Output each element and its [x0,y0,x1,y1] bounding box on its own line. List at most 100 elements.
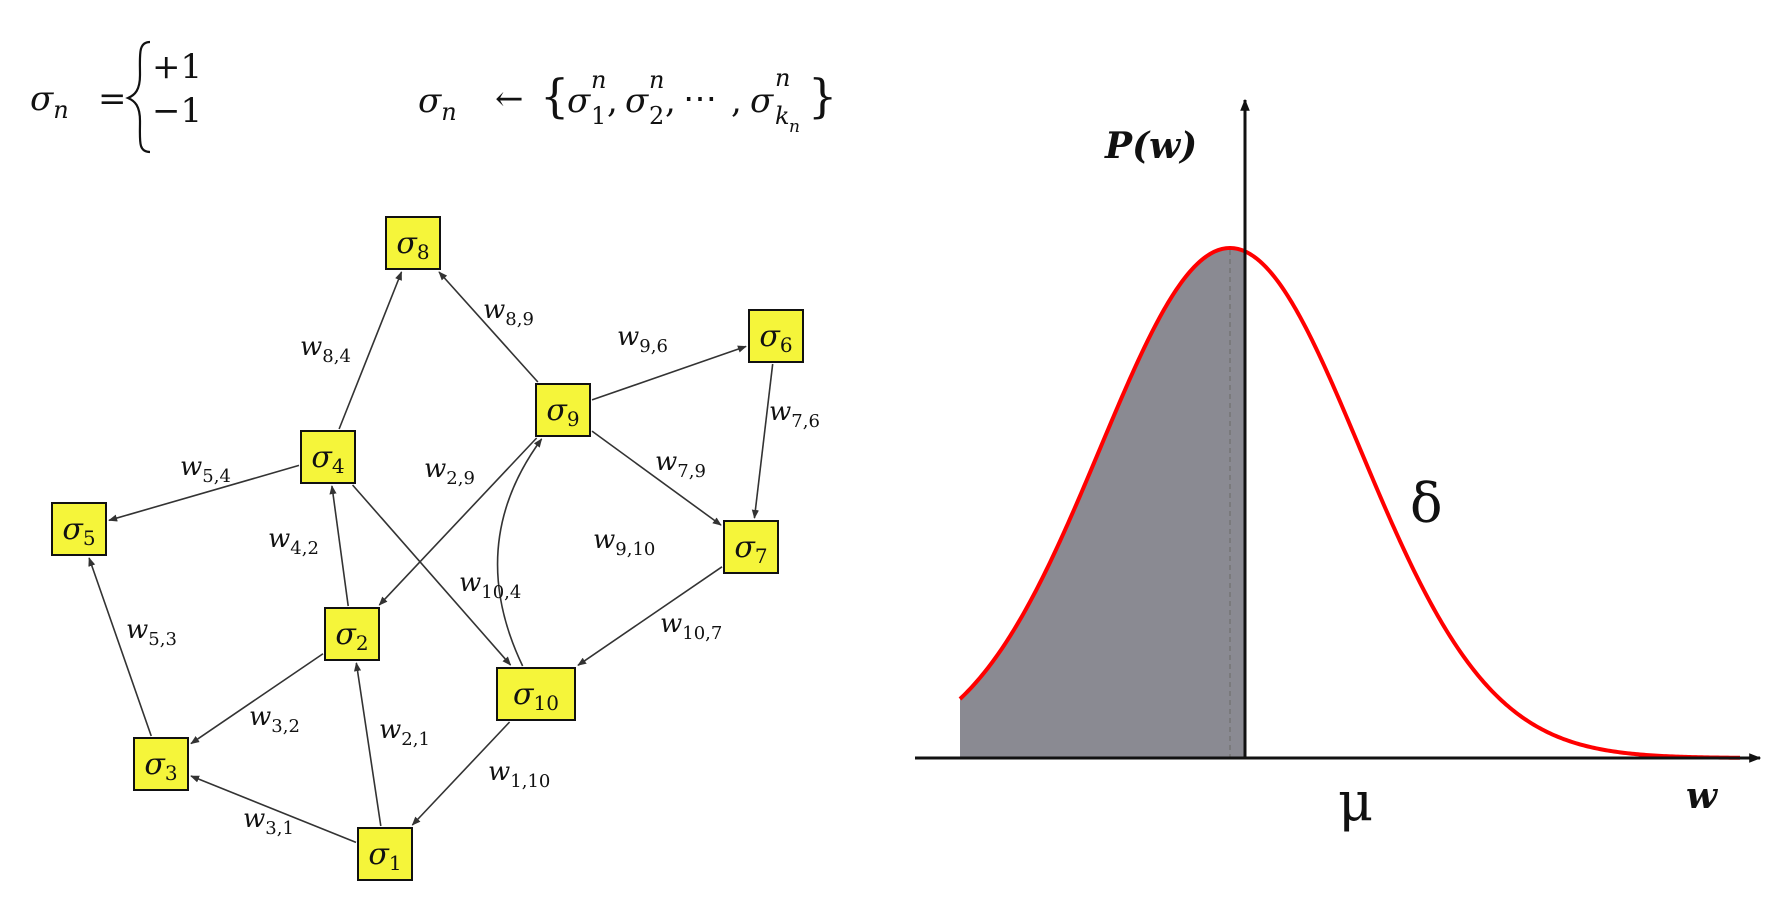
edge-4-to-5 [108,464,300,522]
node-box-6 [748,309,804,363]
spin-definition-formula: σn = +1 −1 [30,40,202,154]
edge-4-to-8 [338,271,403,430]
edge-9-to-6 [591,345,747,401]
edge-4-to-10 [351,484,512,666]
neighbor-set-formula: σn ← { σ n 1 , σ n 2 , ⋯ , σ n k n } [418,64,837,137]
spread-label: δ [1410,472,1443,535]
node-sigma-9: σ9 [535,383,591,437]
node-box-3 [133,737,189,791]
svg-text:n: n [775,64,790,92]
edge-weight-label-8-4: w8,4 [300,332,351,367]
node-box-9 [535,383,591,437]
edge-weight-label-4-2: w4,2 [268,524,319,559]
edge-2-to-3 [190,653,324,745]
node-sigma-3: σ3 [133,737,189,791]
node-box-8 [385,216,441,270]
node-label-2: σ2 [335,617,368,655]
node-box-7 [723,520,779,574]
edge-weight-label-7-9: w7,9 [655,447,706,482]
svg-text:σ: σ [750,81,774,121]
edge-9-to-7 [591,430,722,526]
svg-text:,: , [607,81,618,121]
edge-1-to-2 [353,662,382,827]
set-open-brace: { [540,69,569,123]
node-label-9: σ9 [546,393,579,431]
network-edge-labels: w8,4 w8,9 w9,6 w7,6 w5,4 w2,9 w7,9 w4,2 w9,10 w10… [126,295,820,839]
edge-1-to-3 [190,775,357,844]
spin-def-lhs: σn [30,79,69,124]
x-axis-label: w [1686,775,1719,817]
svg-text:1: 1 [591,102,606,130]
node-sigma-8: σ8 [385,216,441,270]
ellipsis: ⋯ [683,79,717,119]
edge-weight-label-7-6: w7,6 [769,397,820,432]
svg-text:σ: σ [625,81,649,121]
node-box-10 [496,667,576,721]
mean-label: μ [1338,770,1373,833]
edge-10-to-9 [496,438,543,667]
node-label-1: σ1 [368,837,401,875]
case-minus-one: −1 [152,91,202,131]
node-label-10: σ10 [513,677,559,715]
svg-text:n: n [591,66,606,94]
node-sigma-1: σ1 [357,827,413,881]
edge-weight-label-10-7: w10,7 [660,609,722,644]
edge-9-to-8 [438,271,539,383]
cases-brace [125,40,151,154]
edge-6-to-7 [751,363,774,519]
node-box-5 [51,502,107,556]
svg-text:n: n [789,117,800,137]
edge-weight-label-3-2: w3,2 [249,702,300,737]
svg-text:n: n [649,66,664,94]
neighbor-item-last: σ n k n [750,64,800,137]
node-sigma-6: σ6 [748,309,804,363]
node-label-4: σ4 [311,440,344,478]
set-close-brace: } [808,69,837,123]
svg-text:σ: σ [567,81,591,121]
neighbor-arrow: ← [495,79,524,119]
ellipsis-comma: , [731,81,742,121]
edge-2-to-4 [329,485,349,607]
neighbor-item-2: σ n 2 , [625,66,676,130]
network-nodes: σ1 σ2 σ3 σ4 σ5 σ6 σ7 σ8 σ9 σ10 [51,216,804,881]
edge-weight-label-3-1: w3,1 [243,804,294,839]
node-label-3: σ3 [144,747,177,785]
neighbor-item-1: σ n 1 , [567,66,618,130]
edge-9-to-2 [378,437,538,606]
edge-weight-label-2-1: w2,1 [379,715,430,750]
node-box-1 [357,827,413,881]
edge-weight-label-10-4: w10,4 [459,568,521,603]
edge-weight-label-1-10: w1,10 [488,757,550,792]
spin-def-equals: = [98,79,127,119]
node-sigma-5: σ5 [51,502,107,556]
edge-weight-label-9-10: w9,10 [593,525,655,560]
node-sigma-10: σ10 [496,667,576,721]
svg-text:2: 2 [649,102,664,130]
node-label-5: σ5 [62,512,95,550]
node-sigma-2: σ2 [324,607,380,661]
node-label-6: σ6 [759,319,792,357]
node-label-7: σ7 [734,530,767,568]
edge-weight-label-5-4: w5,4 [180,452,231,487]
edge-weight-label-9-6: w9,6 [617,322,668,357]
pdf-curve [958,245,1741,760]
edge-3-to-5 [88,557,152,737]
node-label-8: σ8 [396,226,429,264]
node-box-4 [300,430,356,484]
svg-text:,: , [665,81,676,121]
edge-weight-label-5-3: w5,3 [126,615,177,650]
node-box-2 [324,607,380,661]
distribution-plot: P(w) w μ δ [915,98,1762,833]
edge-7-to-10 [577,566,723,666]
node-sigma-4: σ4 [300,430,356,484]
y-axis-label: P(w) [1104,125,1197,167]
edge-weight-label-8-9: w8,9 [483,295,534,330]
edge-weight-label-2-9: w2,9 [424,454,475,489]
neighbor-lhs: σn [418,81,457,126]
edge-10-to-1 [411,721,511,826]
node-sigma-7: σ7 [723,520,779,574]
case-plus-one: +1 [152,47,202,87]
shaded-tail-area [960,248,1245,758]
svg-text:k: k [775,102,790,130]
